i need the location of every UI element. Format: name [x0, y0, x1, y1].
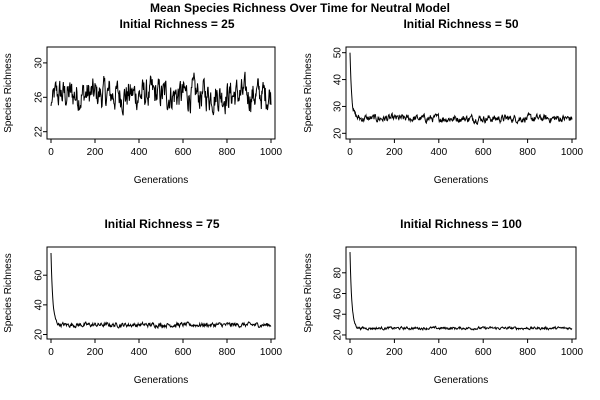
richness-series-line: [349, 52, 573, 125]
panel-3: Initial Richness = 75 Generations Specie…: [3, 217, 283, 386]
panel-2: Initial Richness = 50 Generations Specie…: [303, 17, 584, 186]
y-tick-label: 40: [333, 308, 344, 320]
x-tick-label: 1000: [561, 347, 584, 358]
x-axis-label: Generations: [434, 375, 488, 386]
y-ticks: 22 26 30: [34, 57, 47, 137]
x-tick-label: 600: [175, 147, 192, 158]
x-tick-label: 600: [175, 347, 192, 358]
x-tick-label: 1000: [561, 147, 584, 158]
x-tick-label: 200: [386, 147, 403, 158]
x-tick-label: 0: [48, 347, 54, 358]
y-ticks: 20 40 60 80: [333, 267, 346, 341]
x-axis-label: Generations: [134, 375, 188, 386]
panel-1: Initial Richness = 25 Generations Specie…: [3, 17, 283, 186]
y-tick-label: 30: [34, 57, 45, 69]
y-tick-label: 20: [333, 329, 344, 341]
x-tick-label: 400: [430, 347, 447, 358]
y-axis-label: Species Richness: [303, 53, 314, 132]
plot-frame: [345, 246, 577, 340]
y-tick-label: 22: [34, 126, 45, 138]
x-tick-label: 600: [475, 347, 492, 358]
x-tick-label: 800: [219, 347, 236, 358]
richness-series-line: [349, 252, 573, 332]
y-axis-label: Species Richness: [3, 53, 14, 132]
x-tick-label: 400: [131, 147, 148, 158]
y-tick-label: 40: [34, 299, 45, 311]
x-tick-label: 400: [131, 347, 148, 358]
plot-frame: [345, 46, 577, 140]
figure-title: Mean Species Richness Over Time for Neut…: [150, 1, 450, 15]
x-tick-label: 200: [386, 347, 403, 358]
y-tick-label: 60: [34, 269, 45, 281]
x-tick-label: 1000: [260, 147, 283, 158]
y-tick-label: 20: [34, 329, 45, 341]
panel-4: Initial Richness = 100 Generations Speci…: [303, 217, 584, 386]
y-ticks: 20 40 60: [34, 269, 47, 340]
x-ticks: 0 200 400 600 800 1000: [48, 139, 283, 158]
x-ticks: 0 200 400 600 800 1000: [48, 339, 283, 358]
x-tick-label: 800: [519, 347, 536, 358]
x-tick-label: 0: [347, 147, 353, 158]
y-ticks: 20 30 40 50: [333, 47, 346, 139]
y-tick-label: 20: [333, 127, 344, 139]
panel-title: Initial Richness = 25: [119, 17, 234, 31]
x-tick-label: 1000: [260, 347, 283, 358]
panel-title: Initial Richness = 75: [104, 217, 219, 231]
x-tick-label: 600: [475, 147, 492, 158]
x-tick-label: 200: [87, 147, 104, 158]
y-tick-label: 60: [333, 288, 344, 300]
y-tick-label: 26: [34, 91, 45, 103]
x-axis-label: Generations: [434, 175, 488, 186]
x-ticks: 0 200 400 600 800 1000: [347, 339, 584, 358]
panel-title: Initial Richness = 50: [403, 17, 518, 31]
plot-frame: [46, 246, 276, 340]
x-tick-label: 800: [219, 147, 236, 158]
y-axis-label: Species Richness: [303, 253, 314, 332]
x-tick-label: 0: [48, 147, 54, 158]
y-tick-label: 50: [333, 47, 344, 59]
y-tick-label: 80: [333, 267, 344, 279]
y-axis-label: Species Richness: [3, 253, 14, 332]
x-ticks: 0 200 400 600 800 1000: [347, 139, 584, 158]
x-tick-label: 400: [430, 147, 447, 158]
y-tick-label: 30: [333, 100, 344, 112]
y-tick-label: 40: [333, 74, 344, 86]
panel-title: Initial Richness = 100: [400, 217, 522, 231]
richness-series-line: [50, 71, 272, 116]
plot-frame: [46, 46, 276, 140]
richness-series-line: [50, 252, 272, 330]
x-tick-label: 800: [519, 147, 536, 158]
x-axis-label: Generations: [134, 175, 188, 186]
x-tick-label: 0: [347, 347, 353, 358]
x-tick-label: 200: [87, 347, 104, 358]
